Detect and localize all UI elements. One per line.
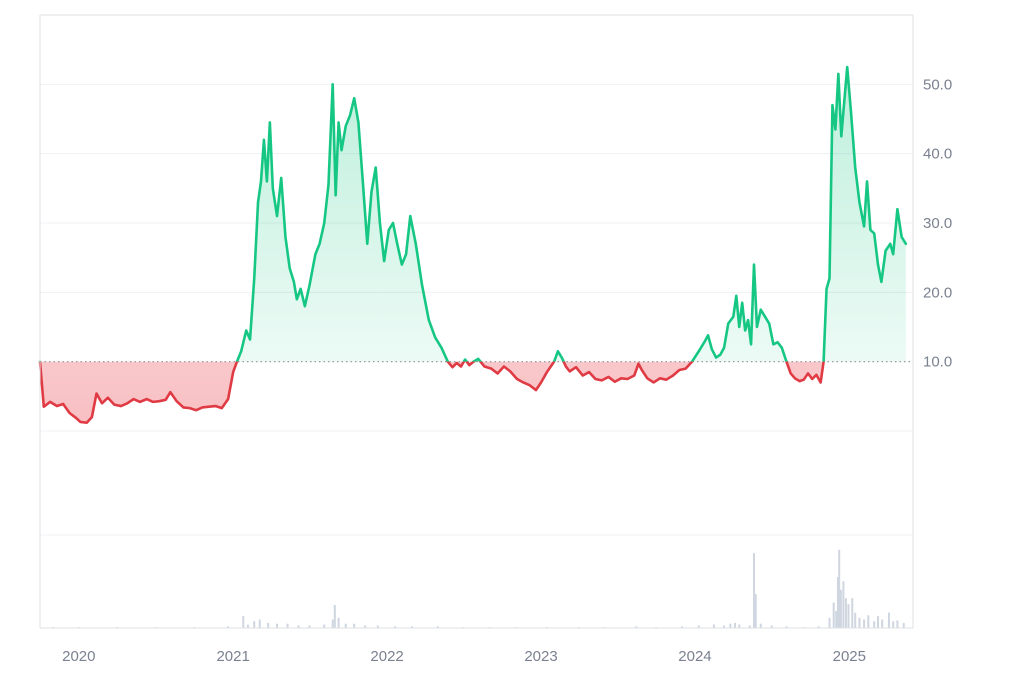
volume-bar [873, 621, 876, 628]
volume-bar [258, 619, 261, 628]
volume-bar [253, 621, 256, 628]
volume-bar [276, 623, 279, 628]
volume-bar [723, 625, 726, 628]
volume-bar [858, 617, 861, 628]
volume-bar [902, 622, 905, 628]
volume-bar [836, 577, 839, 628]
volume-bar [817, 626, 820, 628]
volume-bar [863, 619, 866, 628]
volume-bar [867, 615, 870, 628]
volume-bar [323, 624, 326, 628]
volume-bar [436, 626, 439, 628]
volume-bar [376, 625, 379, 628]
volume-bar [839, 589, 842, 628]
volume-bar [759, 623, 762, 628]
volume-bar [734, 622, 737, 628]
gridline-spacer [40, 15, 913, 84]
volume-bar [353, 623, 356, 628]
volume-bar [832, 602, 835, 628]
volume-bar [738, 624, 741, 628]
volume-bar [729, 623, 732, 628]
volume-bar [754, 594, 757, 628]
volume-bar [838, 549, 841, 628]
volume-bar [308, 625, 311, 628]
volume-bar [333, 605, 336, 628]
y-tick-label: 50.0 [923, 76, 952, 93]
volume-bar [286, 623, 289, 628]
volume-bar [844, 598, 847, 628]
x-tick-label: 2021 [216, 648, 249, 665]
y-tick-label: 20.0 [923, 284, 952, 301]
x-tick-label: 2022 [370, 648, 403, 665]
volume-bar [331, 619, 334, 628]
volume-bar [896, 620, 899, 628]
volume-bar [887, 612, 890, 628]
x-tick-label: 2023 [524, 648, 557, 665]
volume-bar [246, 624, 249, 628]
volume-bar [753, 553, 756, 628]
area-fill-above-baseline [236, 67, 906, 362]
volume-bar [242, 616, 245, 628]
x-tick-label: 2025 [833, 648, 866, 665]
volume-bar [297, 625, 300, 628]
volume-bar [680, 626, 683, 628]
volume-bar [835, 611, 838, 628]
volume-bar [828, 617, 831, 628]
volume-bar [267, 622, 270, 628]
volume-bar [364, 625, 367, 628]
x-tick-label: 2024 [678, 648, 711, 665]
price-line-down [38, 361, 825, 424]
volume-bar [876, 616, 879, 628]
volume-bar [842, 581, 845, 628]
volume-bar [697, 625, 700, 628]
volume-bar [337, 617, 340, 628]
volume-bar [785, 626, 788, 628]
volume-bar [344, 623, 347, 628]
volume-bar [394, 626, 397, 628]
volume-bar [410, 626, 413, 628]
volume-bar [227, 626, 230, 628]
volume-bar [847, 604, 850, 628]
volume-bar [712, 624, 715, 628]
volume-bar [748, 625, 751, 628]
x-tick-label: 2020 [62, 648, 95, 665]
volume-bar [851, 598, 854, 628]
volume-bar [892, 621, 895, 628]
y-tick-label: 40.0 [923, 146, 952, 163]
volume-bar [770, 625, 773, 628]
y-tick-label: 10.0 [923, 354, 952, 371]
volume-bar [881, 619, 884, 628]
volume-bar [635, 626, 638, 628]
volume-bar [854, 612, 857, 628]
y-tick-label: 30.0 [923, 215, 952, 232]
area-fill-below-baseline [40, 361, 906, 423]
